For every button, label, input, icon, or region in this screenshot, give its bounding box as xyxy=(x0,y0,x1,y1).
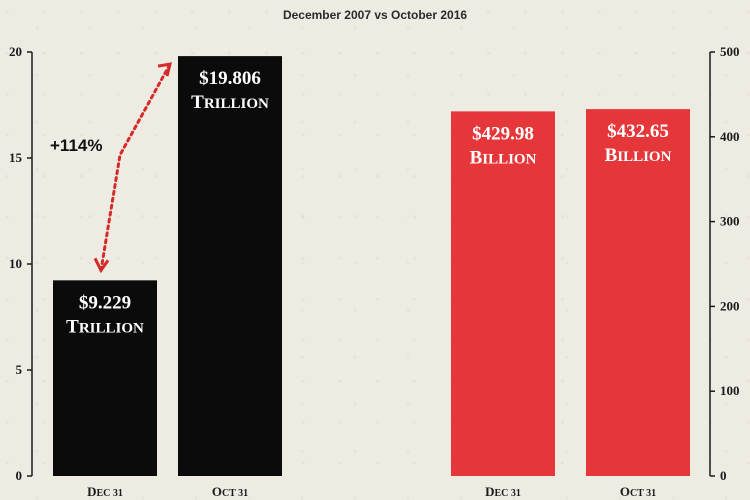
bar xyxy=(451,111,555,477)
category-label: OCT 31 xyxy=(620,484,656,499)
y-tick-label: 15 xyxy=(9,150,23,165)
category-label: DEC 31 xyxy=(87,484,123,499)
y-tick-label: 0 xyxy=(720,468,727,483)
bar-value-label: $9.229 xyxy=(79,292,131,313)
y-tick-label: 300 xyxy=(720,214,740,229)
growth-arrow-line xyxy=(99,62,172,272)
y-tick-label: 500 xyxy=(720,44,740,59)
y-tick-label: 0 xyxy=(16,468,23,483)
bar xyxy=(586,109,690,477)
bar xyxy=(178,56,282,477)
bar-unit-label: BILLION xyxy=(605,145,672,166)
y-tick-label: 100 xyxy=(720,383,740,398)
y-tick-label: 200 xyxy=(720,298,740,313)
y-tick-label: 5 xyxy=(16,362,23,377)
bar-value-label: $19.806 xyxy=(199,68,261,89)
arrowhead-up-icon xyxy=(157,62,173,77)
bar-unit-label: TRILLION xyxy=(66,316,144,337)
bar-value-label: $429.98 xyxy=(472,123,534,144)
chart-subtitle: December 2007 vs October 2016 xyxy=(282,8,468,22)
arrowhead-down-icon xyxy=(93,257,110,274)
y-tick-label: 10 xyxy=(9,256,22,271)
y-tick-label: 20 xyxy=(9,44,22,59)
bar xyxy=(53,280,157,476)
category-label: OCT 31 xyxy=(212,484,248,499)
bar-value-label: $432.65 xyxy=(607,121,669,142)
growth-annotation-label: +114% xyxy=(50,136,102,155)
y-tick-label: 400 xyxy=(720,129,740,144)
category-label: DEC 31 xyxy=(485,484,521,499)
bar-unit-label: BILLION xyxy=(470,147,537,168)
bar-unit-label: TRILLION xyxy=(191,92,269,113)
